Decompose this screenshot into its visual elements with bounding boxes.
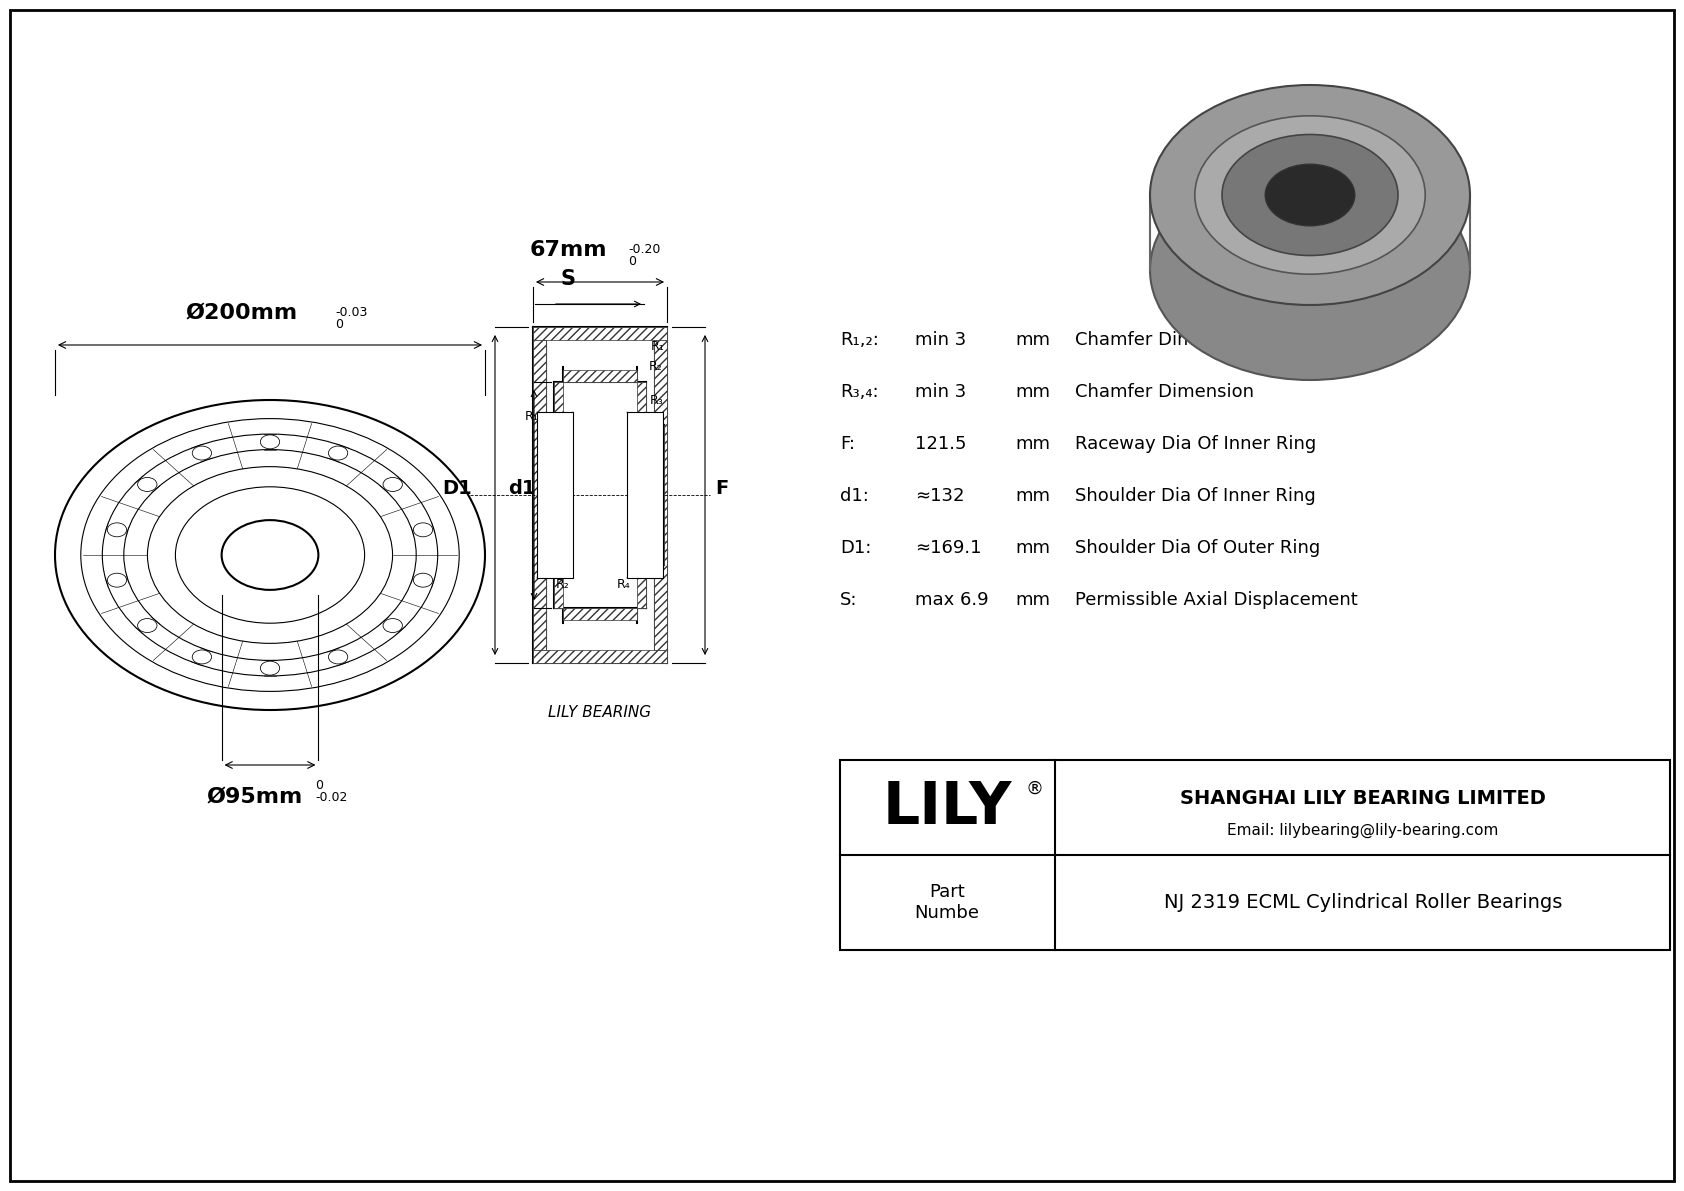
Text: R₃,₄:: R₃,₄: — [840, 384, 879, 401]
Polygon shape — [637, 565, 647, 607]
Text: Email: lilybearing@lily-bearing.com: Email: lilybearing@lily-bearing.com — [1228, 823, 1499, 838]
Ellipse shape — [1196, 116, 1425, 274]
Text: -0.20: -0.20 — [628, 243, 660, 256]
Text: mm: mm — [1015, 435, 1051, 453]
Text: LILY BEARING: LILY BEARING — [549, 705, 652, 721]
Text: F: F — [716, 480, 727, 499]
Text: mm: mm — [1015, 487, 1051, 505]
Text: R₂: R₂ — [556, 578, 569, 591]
Text: ≈169.1: ≈169.1 — [914, 540, 982, 557]
Text: Chamfer Dimension: Chamfer Dimension — [1074, 384, 1255, 401]
Bar — [840, 760, 1671, 950]
Polygon shape — [562, 607, 637, 621]
Text: 0: 0 — [335, 318, 344, 331]
Text: S:: S: — [840, 591, 857, 609]
Polygon shape — [534, 328, 667, 339]
Text: SHANGHAI LILY BEARING LIMITED: SHANGHAI LILY BEARING LIMITED — [1180, 788, 1546, 807]
Text: min 3: min 3 — [914, 384, 967, 401]
Ellipse shape — [1150, 160, 1470, 380]
Ellipse shape — [1265, 164, 1356, 226]
Polygon shape — [534, 650, 667, 663]
Text: Part
Numbe: Part Numbe — [914, 883, 980, 922]
Text: LILY: LILY — [882, 779, 1012, 836]
Text: -0.03: -0.03 — [335, 306, 367, 319]
Text: mm: mm — [1015, 331, 1051, 349]
Polygon shape — [562, 370, 637, 382]
Text: Shoulder Dia Of Inner Ring: Shoulder Dia Of Inner Ring — [1074, 487, 1315, 505]
Text: D1: D1 — [443, 480, 472, 499]
Text: Ø95mm: Ø95mm — [207, 787, 303, 807]
Text: d1: d1 — [509, 480, 536, 499]
Text: F:: F: — [840, 435, 855, 453]
Polygon shape — [637, 382, 647, 425]
Text: 0: 0 — [628, 255, 637, 268]
Text: d1:: d1: — [840, 487, 869, 505]
Text: R₁,₂:: R₁,₂: — [840, 331, 879, 349]
Text: R₃: R₃ — [650, 394, 663, 407]
Text: NJ 2319 ECML Cylindrical Roller Bearings: NJ 2319 ECML Cylindrical Roller Bearings — [1164, 893, 1563, 912]
Text: Raceway Dia Of Inner Ring: Raceway Dia Of Inner Ring — [1074, 435, 1317, 453]
Ellipse shape — [1150, 85, 1470, 305]
Text: mm: mm — [1015, 591, 1051, 609]
Ellipse shape — [1265, 239, 1356, 301]
Polygon shape — [554, 382, 562, 607]
Bar — [626, 412, 663, 578]
Text: Permissible Axial Displacement: Permissible Axial Displacement — [1074, 591, 1357, 609]
Text: R₄: R₄ — [618, 578, 632, 591]
Text: R₂: R₂ — [648, 360, 663, 373]
Text: Shoulder Dia Of Outer Ring: Shoulder Dia Of Outer Ring — [1074, 540, 1320, 557]
Bar — [537, 412, 573, 578]
Text: ≈132: ≈132 — [914, 487, 965, 505]
Text: 121.5: 121.5 — [914, 435, 967, 453]
Text: R₁: R₁ — [525, 410, 539, 423]
Text: -0.02: -0.02 — [315, 791, 347, 804]
Text: D1:: D1: — [840, 540, 871, 557]
Polygon shape — [534, 339, 546, 650]
Text: Ø200mm: Ø200mm — [185, 303, 298, 323]
Text: 67mm: 67mm — [529, 241, 606, 260]
Text: 0: 0 — [315, 779, 323, 792]
Polygon shape — [647, 425, 663, 565]
Ellipse shape — [1223, 135, 1398, 256]
Text: ®: ® — [1026, 779, 1044, 798]
Text: S: S — [561, 269, 576, 289]
Text: R₁: R₁ — [652, 339, 665, 353]
Text: mm: mm — [1015, 384, 1051, 401]
Text: max 6.9: max 6.9 — [914, 591, 989, 609]
Text: Chamfer Dimension: Chamfer Dimension — [1074, 331, 1255, 349]
Polygon shape — [653, 339, 667, 650]
Text: mm: mm — [1015, 540, 1051, 557]
Text: min 3: min 3 — [914, 331, 967, 349]
